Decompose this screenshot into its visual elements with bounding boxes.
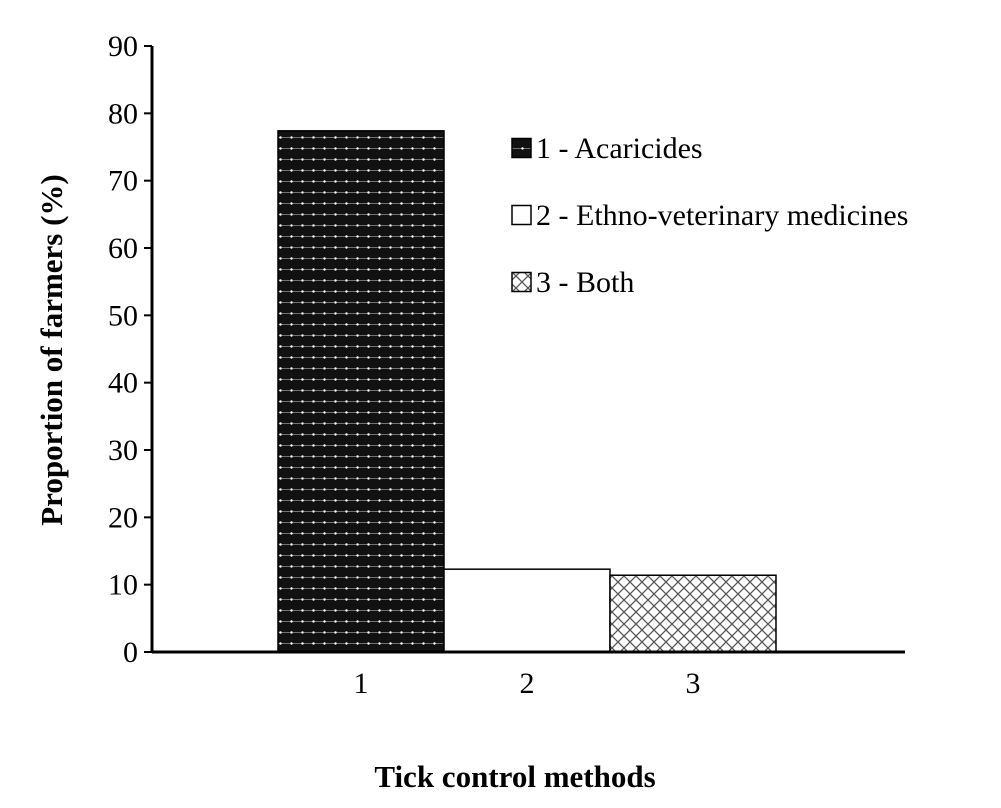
y-tick-label: 0 <box>123 636 138 669</box>
legend-swatch <box>511 271 532 293</box>
y-axis-title: Proportion of farmers (%) <box>34 174 69 526</box>
legend: 1 - Acaricides 2 - Ethno-veterinary medic… <box>511 132 908 299</box>
x-axis-title: Tick control methods <box>374 759 655 794</box>
y-tick-label: 60 <box>108 232 138 265</box>
legend-label: 1 - Acaricides <box>536 132 703 165</box>
y-axis-ticks: 0 10 20 30 40 50 60 70 80 90 <box>108 30 152 669</box>
bar-1 <box>277 130 445 653</box>
y-tick-label: 50 <box>108 299 138 332</box>
bar-3 <box>609 574 777 653</box>
y-tick-label: 30 <box>108 434 138 467</box>
x-tick-label: 1 <box>354 667 369 700</box>
y-tick-label: 70 <box>108 165 138 198</box>
x-tick-label: 3 <box>686 667 701 700</box>
y-tick-label: 10 <box>108 569 138 602</box>
y-tick-label: 40 <box>108 367 138 400</box>
legend-swatch <box>511 137 532 159</box>
x-axis-ticks: 1 2 3 <box>354 667 701 700</box>
y-tick-label: 80 <box>108 97 138 130</box>
x-tick-label: 2 <box>520 667 535 700</box>
y-tick-label: 20 <box>108 501 138 534</box>
legend-swatch <box>511 204 532 226</box>
bar-2 <box>443 568 611 653</box>
y-tick-label: 90 <box>108 30 138 63</box>
legend-label: 3 - Both <box>536 266 634 299</box>
legend-label: 2 - Ethno-veterinary medicines <box>536 199 908 232</box>
